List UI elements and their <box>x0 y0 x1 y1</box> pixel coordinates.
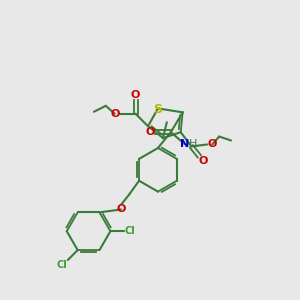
Text: O: O <box>145 127 155 137</box>
Text: O: O <box>199 156 208 166</box>
Text: O: O <box>131 90 140 100</box>
Text: Cl: Cl <box>125 226 136 236</box>
Text: Cl: Cl <box>56 260 67 270</box>
Text: O: O <box>110 109 119 119</box>
Text: S: S <box>153 103 162 116</box>
Text: O: O <box>116 204 126 214</box>
Text: N: N <box>180 139 189 149</box>
Text: H: H <box>188 139 197 149</box>
Text: O: O <box>208 140 217 149</box>
